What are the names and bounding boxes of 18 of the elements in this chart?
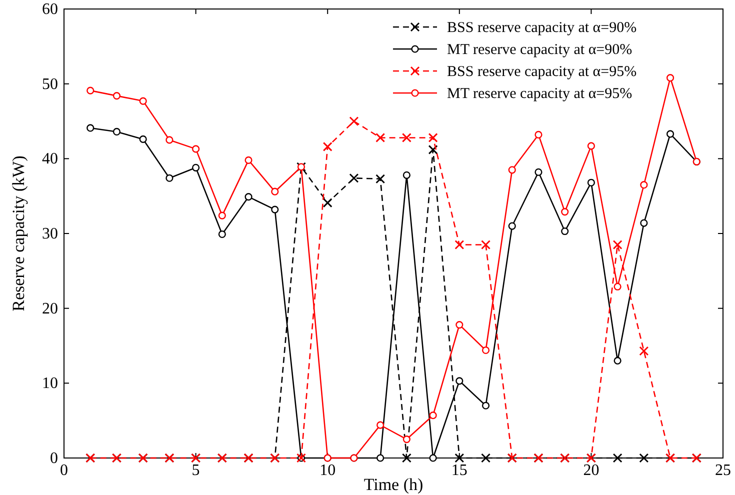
x-tick-label: 15 (451, 462, 468, 479)
x-axis-title: Time (h) (364, 475, 424, 494)
legend-label: MT reserve capacity at α=95% (447, 86, 632, 102)
y-tick-label: 10 (42, 375, 58, 392)
y-tick-label: 60 (42, 1, 58, 18)
x-tick-label: 5 (192, 462, 200, 479)
y-tick-label: 30 (42, 226, 58, 242)
legend-label: MT reserve capacity at α=90% (447, 42, 632, 58)
y-tick-label: 40 (42, 150, 58, 168)
x-tick-label: 20 (583, 462, 600, 479)
legend-label: BSS reserve capacity at α=95% (447, 64, 637, 80)
x-tick-label: 10 (320, 462, 336, 479)
x-tick-label: 25 (715, 462, 731, 479)
y-tick-label: 0 (50, 450, 58, 467)
legend-label: BSS reserve capacity at α=90% (447, 20, 637, 36)
y-axis-title: Reserve capacity (kW) (9, 156, 28, 312)
y-tick-label: 50 (42, 76, 58, 93)
y-tick-label: 20 (42, 300, 58, 318)
